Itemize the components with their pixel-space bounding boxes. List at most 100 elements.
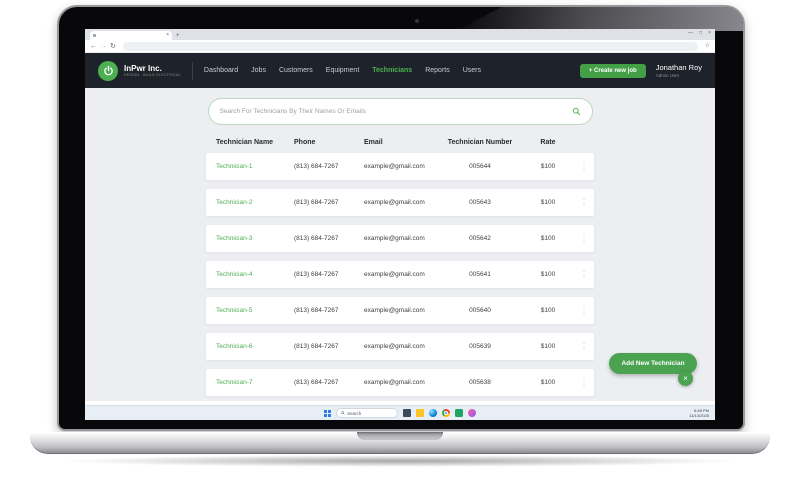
row-menu-icon[interactable]: ⋮ — [580, 197, 588, 207]
brand-tagline: DESIGN - BUILD ELECTRICAL — [124, 73, 181, 78]
technician-search-input[interactable] — [219, 108, 572, 115]
rate-cell: $100 — [540, 199, 556, 206]
email-cell: example@gmail.com — [364, 307, 425, 314]
email-cell: example@gmail.com — [364, 379, 425, 386]
laptop-lid-notch — [357, 432, 443, 440]
laptop-screen: × + — □ × ← → ↻ ☆ — [85, 29, 715, 420]
technician-name-link[interactable]: Technician-4 — [216, 271, 253, 278]
column-header-phone: Phone — [294, 139, 316, 146]
main-nav: Dashboard Jobs Customers Equipment Technicia… — [204, 67, 481, 74]
technician-number-cell: 005643 — [469, 199, 491, 206]
phone-cell: (813) 684-7267 — [294, 343, 339, 350]
technician-name-link[interactable]: Technician-1 — [216, 163, 253, 170]
technician-number-cell: 005638 — [469, 379, 491, 386]
email-cell: example@gmail.com — [364, 163, 425, 170]
page-bottom-strip — [85, 401, 715, 405]
phone-cell: (813) 684-7267 — [294, 307, 339, 314]
table-row: Technician-1 (813) 684-7267 example@gmail.… — [206, 153, 594, 180]
new-tab-button[interactable]: + — [176, 33, 180, 39]
taskbar-app-icon[interactable] — [403, 409, 411, 417]
windows-start-icon[interactable] — [324, 409, 331, 417]
window-close-button[interactable]: × — [708, 30, 711, 36]
nav-item-dashboard[interactable]: Dashboard — [203, 67, 239, 74]
file-explorer-icon[interactable] — [416, 409, 424, 417]
colorful-app-icon[interactable] — [468, 409, 476, 417]
row-menu-icon[interactable]: ⋮ — [580, 305, 588, 315]
browser-tab-bar: × + — □ × — [85, 29, 715, 40]
user-role: Admin User — [655, 72, 680, 78]
taskbar-search-box[interactable]: Search — [336, 408, 398, 418]
table-row: Technician-6 (813) 684-7267 example@gmail.… — [206, 333, 594, 360]
technician-number-cell: 005640 — [469, 307, 491, 314]
phone-cell: (813) 684-7267 — [294, 235, 339, 242]
table-row: Technician-3 (813) 684-7267 example@gmail.… — [206, 225, 594, 252]
window-maximize-button[interactable]: □ — [699, 30, 703, 36]
phone-cell: (813) 684-7267 — [294, 199, 339, 206]
phone-cell: (813) 684-7267 — [294, 271, 339, 278]
window-minimize-button[interactable]: — — [688, 30, 694, 36]
technician-number-cell: 005639 — [469, 343, 491, 350]
rate-cell: $100 — [540, 307, 556, 314]
nav-item-reports[interactable]: Reports — [425, 67, 450, 74]
page-content: Technician Name Phone Email Technician N… — [85, 88, 715, 401]
back-icon[interactable]: ← — [90, 42, 97, 50]
header-divider — [191, 61, 193, 80]
webcam-dot — [414, 19, 419, 23]
app-header: InPwr Inc. DESIGN - BUILD ELECTRICAL Das… — [85, 53, 715, 88]
nav-item-customers[interactable]: Customers — [278, 67, 313, 74]
nav-item-technicians[interactable]: Technicians — [372, 67, 413, 74]
technician-search-bar — [207, 98, 593, 125]
row-menu-icon[interactable]: ⋮ — [580, 269, 588, 279]
row-menu-icon[interactable]: ⋮ — [580, 377, 588, 387]
phone-cell: (813) 684-7267 — [294, 163, 339, 170]
chrome-browser-icon[interactable] — [442, 409, 450, 417]
table-row: Technician-5 (813) 684-7267 example@gmail.… — [206, 297, 594, 324]
add-new-technician-button[interactable]: Add New Technician — [609, 353, 697, 374]
technician-number-cell: 005641 — [469, 271, 491, 278]
tab-close-icon[interactable]: × — [166, 32, 169, 38]
refresh-icon[interactable]: ↻ — [110, 42, 116, 50]
technician-name-link[interactable]: Technician-7 — [216, 379, 253, 386]
rate-cell: $100 — [540, 163, 556, 170]
table-row: Technician-2 (813) 684-7267 example@gmail.… — [206, 189, 594, 216]
column-header-number: Technician Number — [447, 139, 513, 146]
brand-logo[interactable] — [98, 60, 118, 81]
column-header-email: Email — [364, 139, 383, 146]
green-app-icon[interactable] — [455, 409, 463, 417]
technician-name-link[interactable]: Technician-5 — [216, 307, 253, 314]
technician-number-cell: 005644 — [469, 163, 491, 170]
user-name: Jonathan Roy — [655, 63, 702, 73]
nav-item-equipment[interactable]: Equipment — [325, 67, 360, 74]
row-menu-icon[interactable]: ⋮ — [580, 341, 588, 351]
lid-reflection — [455, 7, 743, 31]
row-menu-icon[interactable]: ⋮ — [580, 161, 588, 171]
technician-number-cell: 005642 — [469, 235, 491, 242]
url-field[interactable] — [122, 41, 698, 51]
row-menu-icon[interactable]: ⋮ — [580, 233, 588, 243]
search-icon[interactable] — [572, 107, 581, 116]
column-header-name: Technician Name — [216, 139, 274, 146]
technician-table: Technician Name Phone Email Technician N… — [206, 131, 594, 396]
table-row: Technician-7 (813) 684-7267 example@gmail.… — [206, 369, 594, 396]
browser-tab[interactable]: × — [90, 31, 172, 40]
forward-icon[interactable]: → — [100, 42, 107, 50]
bookmark-star-icon[interactable]: ☆ — [704, 43, 710, 49]
fab-close-button[interactable]: × — [678, 371, 693, 386]
taskbar-clock[interactable]: 6:48 PM 11/13/2025 — [689, 408, 709, 419]
technician-name-link[interactable]: Technician-6 — [216, 343, 253, 350]
browser-address-bar: ← → ↻ ☆ — [85, 40, 715, 53]
rate-cell: $100 — [540, 343, 556, 350]
technician-name-link[interactable]: Technician-2 — [216, 199, 253, 206]
rate-cell: $100 — [540, 235, 556, 242]
email-cell: example@gmail.com — [364, 235, 425, 242]
user-block[interactable]: Jonathan Roy Admin User — [656, 63, 702, 78]
create-new-job-button[interactable]: + Create new job — [579, 63, 646, 78]
technician-name-link[interactable]: Technician-3 — [216, 235, 253, 242]
clock-date: 11/13/2025 — [689, 413, 709, 419]
email-cell: example@gmail.com — [364, 271, 425, 278]
nav-item-users[interactable]: Users — [462, 67, 482, 74]
edge-browser-icon[interactable] — [429, 409, 437, 417]
nav-item-jobs[interactable]: Jobs — [251, 67, 266, 74]
taskbar-search-label: Search — [347, 410, 362, 416]
technician-table-body: Technician-1 (813) 684-7267 example@gmail.… — [206, 153, 594, 396]
